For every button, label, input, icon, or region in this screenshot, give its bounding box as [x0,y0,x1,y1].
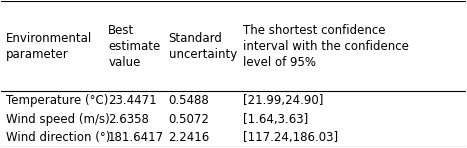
Text: 0.5072: 0.5072 [169,112,209,126]
Text: 181.6417: 181.6417 [108,131,164,144]
Text: 2.2416: 2.2416 [169,131,210,144]
Text: [117.24,186.03]: [117.24,186.03] [243,131,338,144]
Text: Wind direction (°): Wind direction (°) [6,131,110,144]
Text: Environmental
parameter: Environmental parameter [6,32,92,61]
Text: [1.64,3.63]: [1.64,3.63] [243,112,308,126]
Text: Standard
uncertainty: Standard uncertainty [169,32,237,61]
Text: Wind speed (m/s): Wind speed (m/s) [6,112,110,126]
Text: Best
estimate
value: Best estimate value [108,24,160,69]
Text: 0.5488: 0.5488 [169,94,209,107]
Text: The shortest confidence
interval with the confidence
level of 95%: The shortest confidence interval with th… [243,24,409,69]
Text: 23.4471: 23.4471 [108,94,157,107]
Text: Temperature (°C): Temperature (°C) [6,94,108,107]
Text: 2.6358: 2.6358 [108,112,149,126]
Text: [21.99,24.90]: [21.99,24.90] [243,94,323,107]
